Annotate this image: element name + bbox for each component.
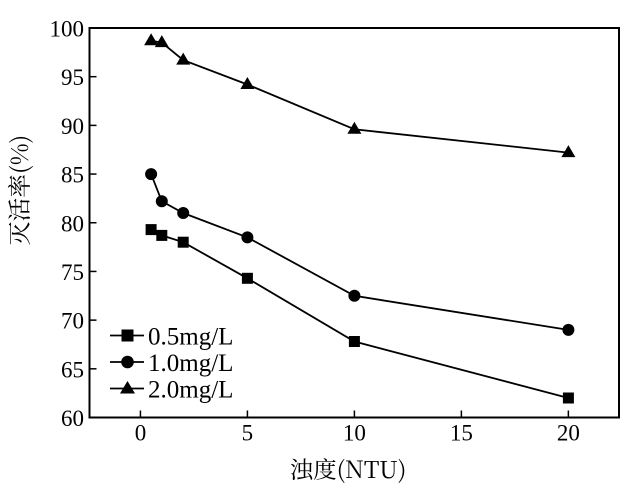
svg-text:20: 20	[557, 421, 580, 446]
svg-text:85: 85	[61, 163, 84, 188]
svg-text:100: 100	[50, 17, 85, 42]
svg-text:75: 75	[61, 260, 84, 285]
svg-text:70: 70	[61, 309, 84, 334]
svg-text:80: 80	[61, 211, 84, 236]
svg-text:15: 15	[450, 421, 473, 446]
svg-text:90: 90	[61, 114, 84, 139]
svg-text:65: 65	[61, 357, 84, 382]
svg-text:1.0mg/L: 1.0mg/L	[148, 350, 233, 377]
svg-text:95: 95	[61, 65, 84, 90]
svg-text:5: 5	[242, 421, 254, 446]
svg-text:0.5mg/L: 0.5mg/L	[148, 324, 233, 351]
svg-text:2.0mg/L: 2.0mg/L	[148, 377, 233, 404]
svg-text:10: 10	[343, 421, 366, 446]
svg-text:60: 60	[61, 406, 84, 431]
svg-text:0: 0	[135, 421, 147, 446]
